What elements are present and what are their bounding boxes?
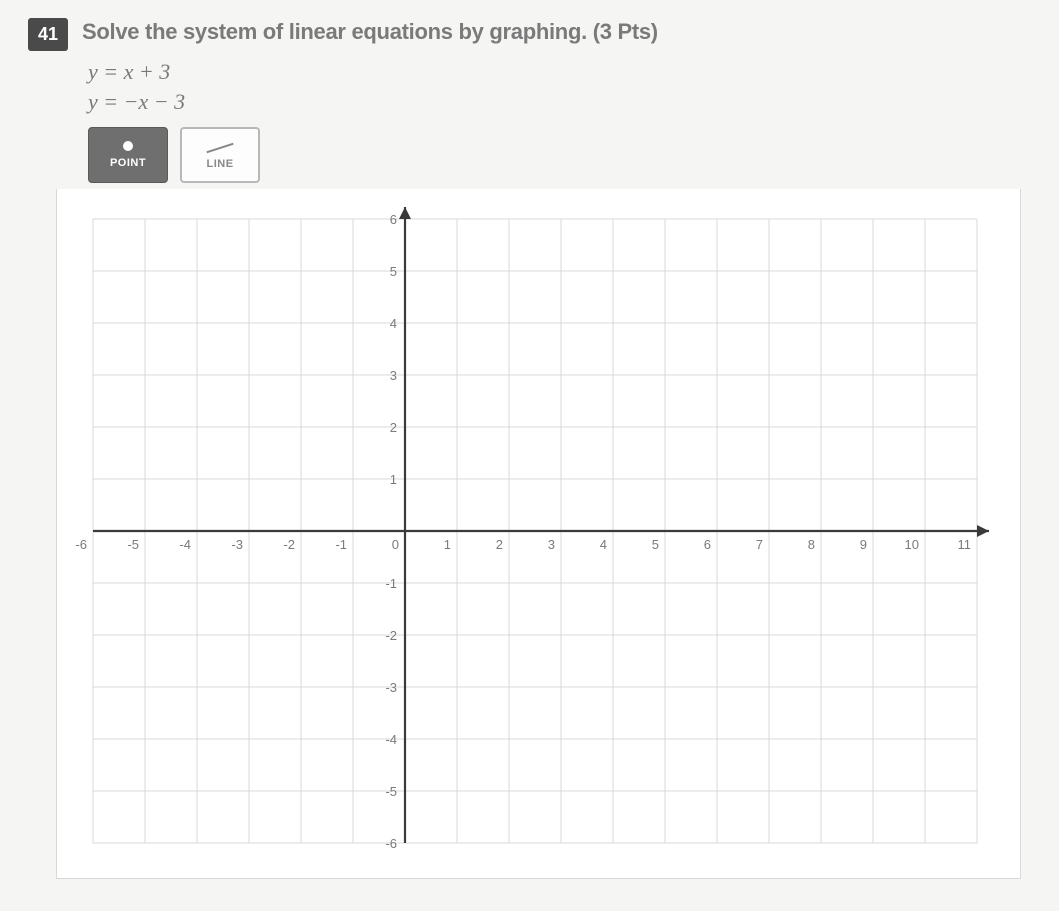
x-tick-label: 5 bbox=[652, 537, 659, 552]
y-tick-label: 6 bbox=[390, 212, 397, 227]
x-tick-label: 11 bbox=[958, 537, 972, 552]
coordinate-grid[interactable]: -6-5-4-3-2-101234567891011123456-1-2-3-4… bbox=[73, 199, 997, 863]
x-tick-label: -4 bbox=[179, 537, 191, 552]
question-number-badge: 41 bbox=[28, 18, 68, 51]
y-tick-label: 4 bbox=[390, 316, 397, 331]
y-tick-label: 1 bbox=[390, 472, 397, 487]
x-tick-label: 7 bbox=[756, 537, 763, 552]
y-tick-label: 2 bbox=[390, 420, 397, 435]
x-tick-label: 9 bbox=[860, 537, 867, 552]
x-tick-label: 3 bbox=[548, 537, 555, 552]
x-tick-label: 10 bbox=[905, 537, 919, 552]
x-tick-label: 0 bbox=[392, 537, 399, 552]
y-tick-label: -6 bbox=[385, 836, 397, 851]
x-tick-label: 2 bbox=[496, 537, 503, 552]
x-tick-label: 8 bbox=[808, 537, 815, 552]
x-tick-label: 1 bbox=[444, 537, 451, 552]
tool-row: POINT LINE bbox=[88, 127, 1031, 183]
equation-1: y = x + 3 bbox=[88, 57, 1031, 87]
y-tick-label: -1 bbox=[385, 576, 397, 591]
point-tool-button[interactable]: POINT bbox=[88, 127, 168, 183]
x-tick-label: -3 bbox=[231, 537, 243, 552]
y-tick-label: 5 bbox=[390, 264, 397, 279]
question-prompt: Solve the system of linear equations by … bbox=[82, 18, 658, 46]
line-tool-label: LINE bbox=[206, 158, 233, 170]
line-icon bbox=[206, 140, 234, 154]
equation-2: y = −x − 3 bbox=[88, 87, 1031, 117]
x-tick-label: -2 bbox=[283, 537, 295, 552]
y-tick-label: 3 bbox=[390, 368, 397, 383]
x-tick-label: -6 bbox=[75, 537, 87, 552]
x-tick-label: 6 bbox=[704, 537, 711, 552]
point-tool-label: POINT bbox=[110, 157, 146, 169]
equations-block: y = x + 3 y = −x − 3 bbox=[88, 57, 1031, 117]
x-tick-label: -1 bbox=[335, 537, 347, 552]
y-tick-label: -2 bbox=[385, 628, 397, 643]
graph-panel[interactable]: -6-5-4-3-2-101234567891011123456-1-2-3-4… bbox=[56, 189, 1021, 879]
y-tick-label: -3 bbox=[385, 680, 397, 695]
point-icon bbox=[123, 141, 133, 151]
x-tick-label: -5 bbox=[127, 537, 139, 552]
line-tool-button[interactable]: LINE bbox=[180, 127, 260, 183]
x-tick-label: 4 bbox=[600, 537, 607, 552]
y-tick-label: -4 bbox=[385, 732, 397, 747]
y-tick-label: -5 bbox=[385, 784, 397, 799]
